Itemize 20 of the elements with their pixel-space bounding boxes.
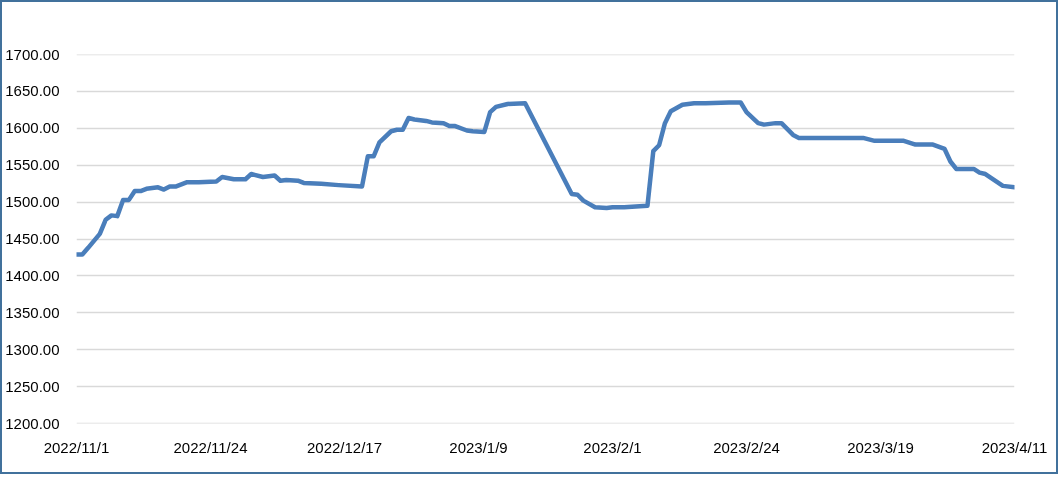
- y-tick-label: 1200.00: [5, 414, 60, 432]
- y-tick-label: 1650.00: [5, 82, 60, 100]
- y-tick-label: 1500.00: [5, 193, 60, 211]
- y-tick-label: 1400.00: [5, 266, 60, 284]
- y-tick-label: 1300.00: [5, 340, 60, 358]
- x-tick-label: 2023/2/1: [583, 438, 642, 456]
- line-series: [76, 100, 1015, 257]
- y-tick-label: 1600.00: [5, 119, 60, 137]
- y-tick-label: 1550.00: [5, 156, 60, 174]
- x-tick-label: 2022/11/24: [173, 438, 248, 456]
- x-tick-label: 2023/2/24: [713, 438, 780, 456]
- x-tick-label: 2023/1/9: [449, 438, 508, 456]
- x-tick-label: 2023/4/11: [981, 438, 1048, 456]
- x-tick-label: 2023/3/19: [847, 438, 914, 456]
- x-tick-label: 2022/12/17: [306, 438, 383, 456]
- x-tick-label: 2022/11/1: [43, 438, 110, 456]
- y-tick-label: 1250.00: [5, 377, 60, 395]
- y-tick-label: 1700.00: [5, 45, 60, 63]
- y-tick-label: 1450.00: [5, 230, 60, 247]
- y-tick-label: 1350.00: [5, 303, 60, 321]
